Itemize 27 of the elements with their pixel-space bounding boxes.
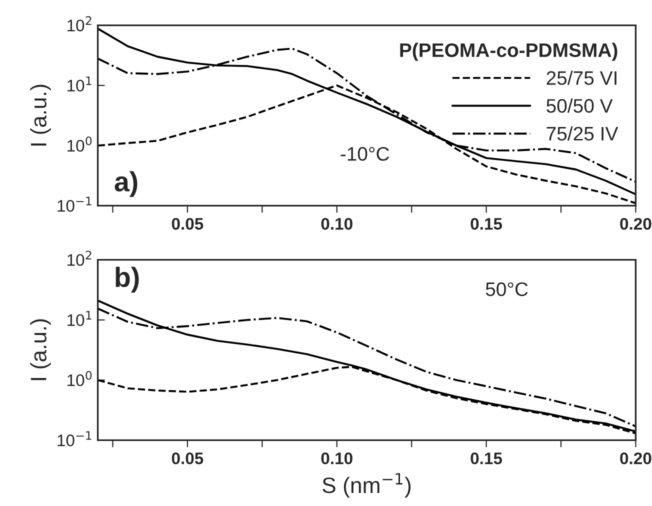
y-axis-title: I (a.u.) bbox=[30, 319, 51, 380]
x-axis-title: S (nm$^{−1}$) bbox=[322, 473, 411, 498]
x-tick-label: 0.15 bbox=[470, 452, 502, 464]
legend-title: P(PEOMA-co-PDMSMA) bbox=[400, 42, 618, 61]
annotation: a) bbox=[114, 171, 138, 198]
x-tick-label: 0.20 bbox=[620, 452, 652, 464]
x-tick-label: 0.15 bbox=[470, 218, 502, 230]
x-tick-label: 0.10 bbox=[321, 452, 352, 464]
x-tick-label: 0.05 bbox=[172, 218, 204, 230]
y-tick-label: 10$^{−1}$ bbox=[58, 431, 92, 446]
legend-label: 25/75 VI bbox=[546, 70, 616, 85]
y-tick-label: 10$^{1}$ bbox=[68, 76, 92, 92]
x-tick-label: 0.05 bbox=[172, 452, 204, 464]
y-tick-label: 10$^{2}$ bbox=[68, 16, 92, 32]
y-tick-label: 10$^{2}$ bbox=[68, 250, 92, 266]
legend-label: 75/25 IV bbox=[546, 126, 618, 141]
y-tick-label: 10$^{0}$ bbox=[68, 136, 92, 152]
annotation: 50°C bbox=[486, 282, 528, 296]
y-tick-label: 10$^{1}$ bbox=[68, 310, 92, 326]
y-axis-title: I (a.u.) bbox=[30, 84, 51, 146]
x-tick-label: 0.20 bbox=[620, 218, 652, 230]
legend-label: 50/50 V bbox=[546, 98, 613, 113]
annotation: -10°C bbox=[340, 147, 390, 161]
annotation: b) bbox=[116, 266, 139, 293]
y-tick-label: 10$^{−1}$ bbox=[58, 196, 92, 212]
y-tick-label: 10$^{0}$ bbox=[68, 370, 92, 386]
x-tick-label: 0.10 bbox=[321, 218, 352, 230]
